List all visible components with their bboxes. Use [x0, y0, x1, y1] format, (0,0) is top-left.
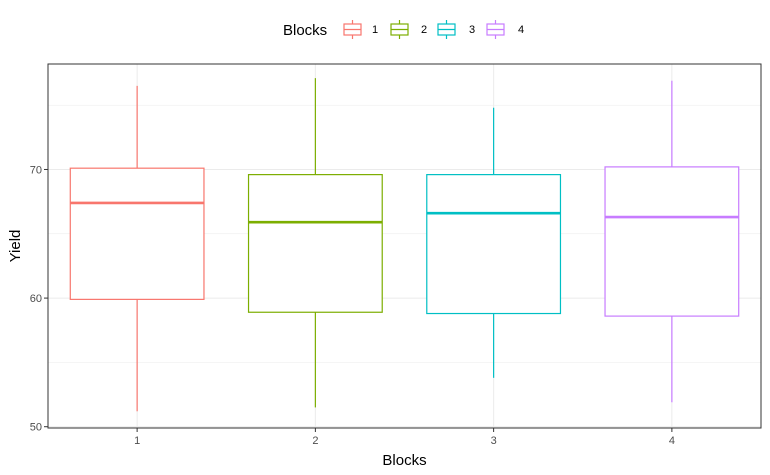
legend-label: 3	[469, 24, 475, 36]
y-tick-label: 50	[30, 422, 42, 434]
box-group-1	[69, 85, 205, 412]
x-axis-title: Blocks	[382, 452, 426, 469]
legend: Blocks 1 2 3 4	[283, 20, 524, 39]
box	[604, 166, 740, 317]
box	[426, 174, 562, 315]
x-tick-label: 4	[669, 435, 675, 447]
x-axis: 1 2 3 4	[134, 428, 675, 447]
x-tick-label: 3	[491, 435, 497, 447]
legend-label: 4	[518, 24, 524, 36]
y-tick-label: 60	[30, 293, 42, 305]
x-tick-label: 2	[312, 435, 318, 447]
box-group-4	[604, 80, 740, 403]
x-tick-label: 1	[134, 435, 140, 447]
legend-key-4	[486, 20, 505, 39]
y-axis: 50 60 70	[30, 164, 48, 434]
legend-key-2	[390, 20, 409, 39]
legend-label: 1	[372, 24, 378, 36]
y-axis-title: Yield	[7, 230, 24, 263]
legend-key-3	[437, 20, 456, 39]
legend-title: Blocks	[283, 22, 327, 39]
legend-label: 2	[421, 24, 427, 36]
box	[69, 167, 205, 300]
box-group-3	[426, 107, 562, 378]
box	[247, 174, 383, 313]
boxes	[69, 78, 740, 412]
box-group-2	[247, 78, 383, 408]
panel-border	[47, 63, 762, 429]
legend-key-1	[343, 20, 362, 39]
y-tick-label: 70	[30, 164, 42, 176]
